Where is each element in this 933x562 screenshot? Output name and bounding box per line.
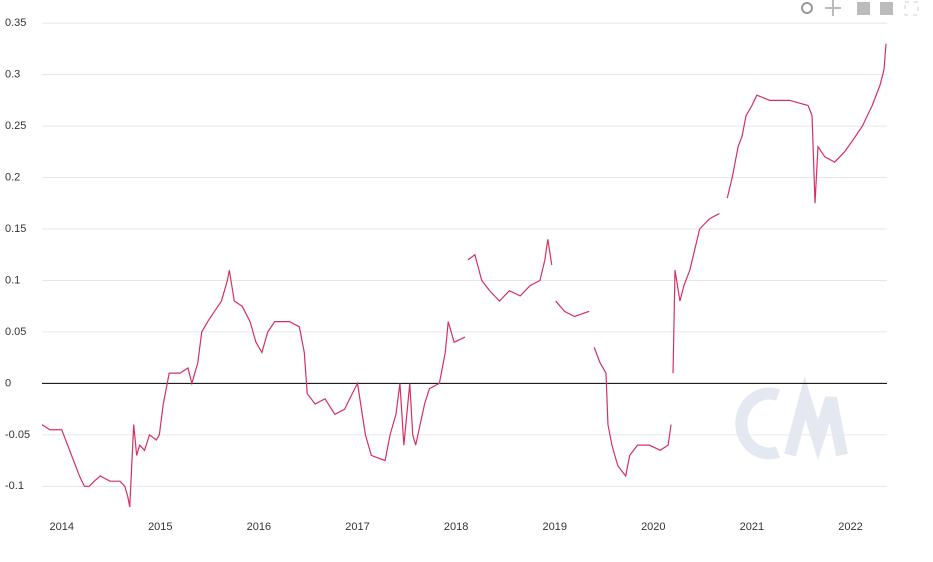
x-tick-label: 2015 bbox=[148, 521, 172, 533]
x-tick-label: 2014 bbox=[49, 521, 73, 533]
data-line bbox=[41, 43, 887, 508]
x-tick-label: 2021 bbox=[740, 521, 764, 533]
y-tick-label: 0.35 bbox=[5, 17, 26, 29]
toolbar[interactable] bbox=[801, 0, 919, 16]
zoom-icon[interactable] bbox=[801, 2, 813, 14]
y-tick-label: 0.15 bbox=[5, 223, 26, 235]
zoom-out-icon[interactable] bbox=[880, 2, 893, 15]
y-tick-label: -0.1 bbox=[5, 480, 24, 492]
zoom-in-icon[interactable] bbox=[857, 2, 870, 15]
y-tick-label: 0.3 bbox=[5, 69, 20, 81]
y-tick-label: 0.05 bbox=[5, 326, 26, 338]
x-tick-label: 2020 bbox=[641, 521, 665, 533]
x-tick-label: 2017 bbox=[345, 521, 369, 533]
y-tick-label: 0 bbox=[5, 377, 11, 389]
pan-icon[interactable] bbox=[825, 0, 841, 16]
y-tick-label: 0.25 bbox=[5, 120, 26, 132]
y-tick-label: -0.05 bbox=[5, 429, 30, 441]
x-tick-label: 2022 bbox=[838, 521, 862, 533]
y-tick-label: 0.1 bbox=[5, 274, 20, 286]
watermark bbox=[735, 376, 848, 461]
y-tick-label: 0.2 bbox=[5, 171, 20, 183]
x-tick-label: 2018 bbox=[444, 521, 468, 533]
x-tick-label: 2016 bbox=[247, 521, 271, 533]
reset-icon[interactable] bbox=[904, 1, 919, 16]
x-tick-label: 2019 bbox=[542, 521, 566, 533]
